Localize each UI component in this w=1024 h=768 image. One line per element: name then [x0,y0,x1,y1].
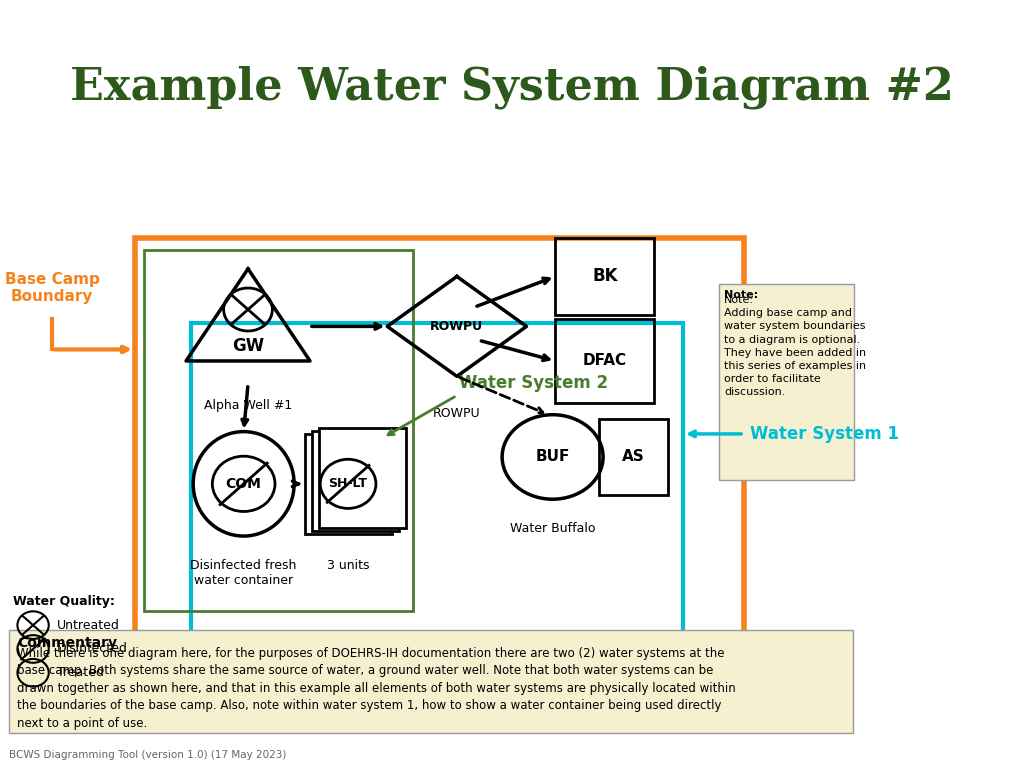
FancyBboxPatch shape [304,434,391,534]
Text: 3 units: 3 units [327,559,370,572]
Text: SH-LT: SH-LT [329,478,368,490]
Text: Water System 1: Water System 1 [751,425,899,443]
Text: ROWPU: ROWPU [430,320,483,333]
Text: While there is one diagram here, for the purposes of DOEHRS-IH documentation the: While there is one diagram here, for the… [17,647,736,730]
Text: BCWS Diagramming Tool (version 1.0) (17 May 2023): BCWS Diagramming Tool (version 1.0) (17 … [8,750,286,760]
Text: GW: GW [232,336,264,355]
Text: Example Water System Diagram #2: Example Water System Diagram #2 [70,65,953,109]
Text: COM: COM [225,477,261,491]
FancyBboxPatch shape [8,630,853,733]
FancyBboxPatch shape [719,284,854,480]
Text: DFAC: DFAC [583,353,627,369]
Text: Disinfected fresh
water container: Disinfected fresh water container [190,559,297,587]
Text: Water Quality:: Water Quality: [13,595,115,608]
Text: Water System 2: Water System 2 [459,374,607,392]
Text: Commentary: Commentary [17,636,118,650]
Text: Disinfected: Disinfected [56,643,127,655]
FancyBboxPatch shape [311,431,398,531]
Text: Alpha Well #1: Alpha Well #1 [204,399,292,412]
Bar [555,238,654,315]
FancyBboxPatch shape [318,428,406,528]
Text: BK: BK [592,267,617,286]
Text: BUF: BUF [536,449,569,465]
Text: ROWPU: ROWPU [433,407,480,420]
Text: Water Buffalo: Water Buffalo [510,522,595,535]
Text: Treated: Treated [56,667,103,679]
Bar [555,319,654,403]
Text: Note:: Note: [724,290,758,300]
Bar [599,419,669,495]
Text: Base Camp
Boundary: Base Camp Boundary [5,272,99,304]
Text: Note:
Adding base camp and
water system boundaries
to a diagram is optional.
The: Note: Adding base camp and water system … [724,295,866,397]
Text: Untreated: Untreated [56,619,120,631]
Text: AS: AS [623,449,645,465]
